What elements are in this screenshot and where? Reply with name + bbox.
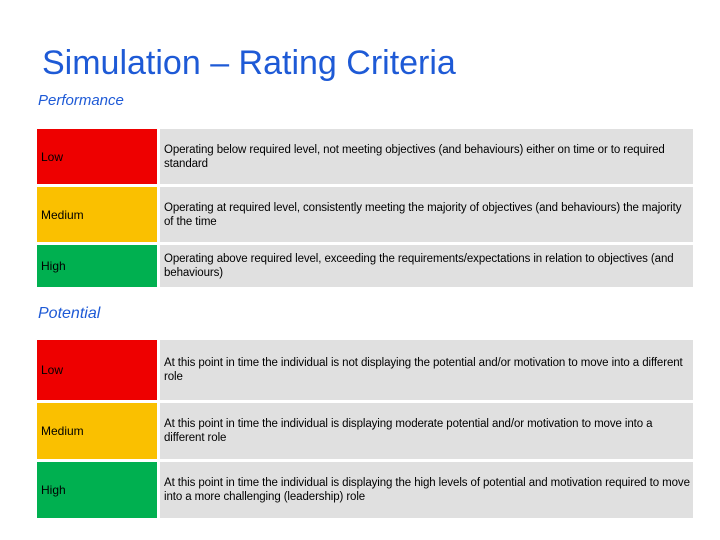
cell-divider xyxy=(157,340,160,400)
rating-description: At this point in time the individual is … xyxy=(160,403,693,459)
page-title: Simulation – Rating Criteria xyxy=(42,44,456,82)
rating-description: Operating at required level, consistentl… xyxy=(160,187,693,242)
cell-divider xyxy=(157,403,160,459)
rating-medium-cell: Medium xyxy=(37,403,157,459)
potential-table: Low At this point in time the individual… xyxy=(37,340,693,521)
rating-low-cell: Low xyxy=(37,340,157,400)
cell-divider xyxy=(157,129,160,184)
table-row: Low Operating below required level, not … xyxy=(37,129,693,184)
table-row: Medium At this point in time the individ… xyxy=(37,403,693,459)
table-row: Medium Operating at required level, cons… xyxy=(37,187,693,242)
performance-heading: Performance xyxy=(38,92,124,109)
performance-table: Low Operating below required level, not … xyxy=(37,129,693,290)
table-row: High Operating above required level, exc… xyxy=(37,245,693,287)
rating-low-cell: Low xyxy=(37,129,157,184)
rating-high-cell: High xyxy=(37,462,157,518)
rating-description: Operating above required level, exceedin… xyxy=(160,245,693,287)
rating-high-cell: High xyxy=(37,245,157,287)
table-row: Low At this point in time the individual… xyxy=(37,340,693,400)
rating-medium-cell: Medium xyxy=(37,187,157,242)
rating-description: At this point in time the individual is … xyxy=(160,462,693,518)
potential-heading: Potential xyxy=(38,305,101,322)
rating-description: At this point in time the individual is … xyxy=(160,340,693,400)
cell-divider xyxy=(157,187,160,242)
rating-description: Operating below required level, not meet… xyxy=(160,129,693,184)
table-row: High At this point in time the individua… xyxy=(37,462,693,518)
cell-divider xyxy=(157,245,160,287)
cell-divider xyxy=(157,462,160,518)
